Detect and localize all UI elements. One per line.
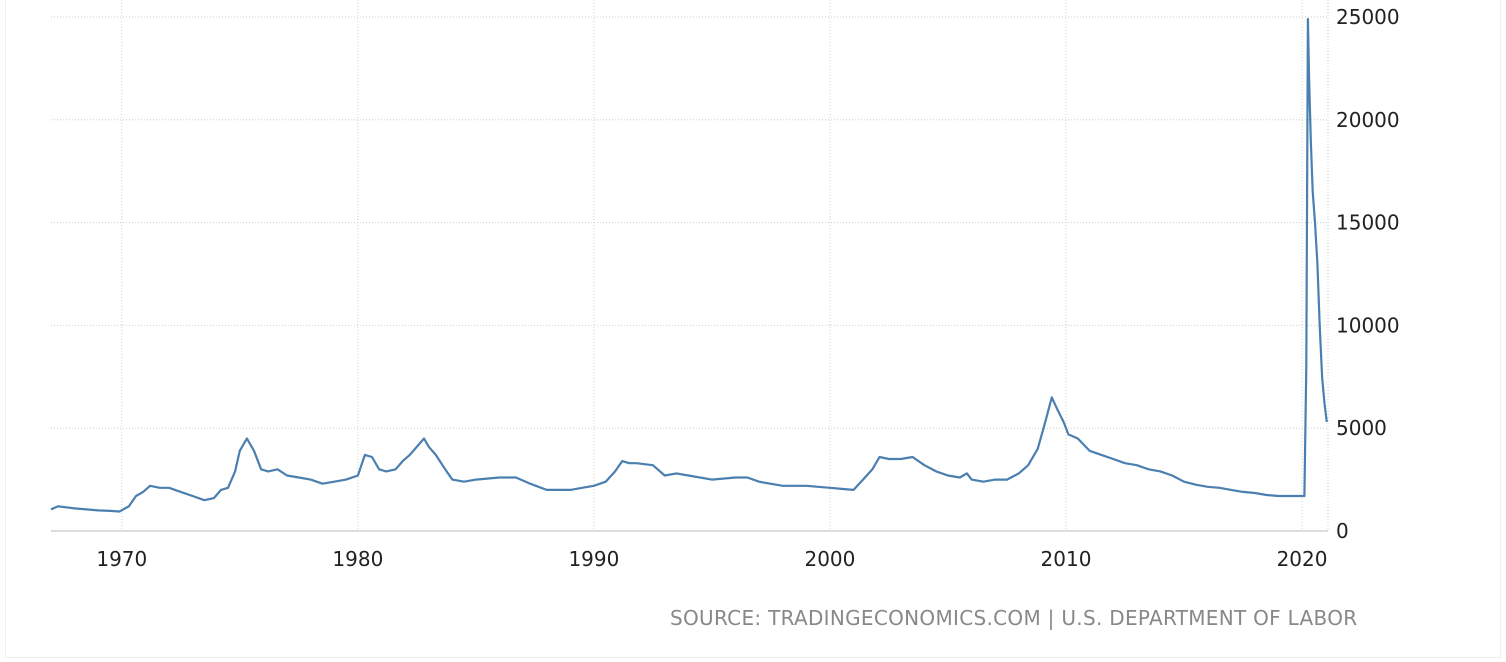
y-axis-labels: 0 5000 10000 15000 20000 25000 [1336, 5, 1400, 543]
source-credit: SOURCE: TRADINGECONOMICS.COM | U.S. DEPA… [670, 606, 1358, 630]
chart-frame: 0 5000 10000 15000 20000 25000 1970 1980 1990 20… [5, 0, 1501, 658]
x-tick-label-1990: 1990 [568, 547, 619, 571]
y-tick-label-5000: 5000 [1336, 416, 1387, 440]
series-line-0 [50, 18, 1328, 513]
y-tick-label-25000: 25000 [1336, 5, 1400, 29]
series-layer [50, 18, 1328, 513]
x-tick-label-2020: 2020 [1277, 547, 1328, 571]
y-tick-label-15000: 15000 [1336, 211, 1400, 235]
x-tick-label-1980: 1980 [332, 547, 383, 571]
y-tick-label-20000: 20000 [1336, 108, 1400, 132]
x-tick-label-2000: 2000 [804, 547, 855, 571]
grid-lines [51, 0, 1329, 532]
line-chart: 0 5000 10000 15000 20000 25000 1970 1980 1990 20… [50, 0, 1400, 571]
x-axis-labels: 1970 1980 1990 2000 2010 2020 [96, 547, 1327, 571]
x-tick-label-2010: 2010 [1041, 547, 1092, 571]
y-tick-label-10000: 10000 [1336, 313, 1400, 337]
y-tick-label-0: 0 [1336, 519, 1349, 543]
x-tick-label-1970: 1970 [96, 547, 147, 571]
